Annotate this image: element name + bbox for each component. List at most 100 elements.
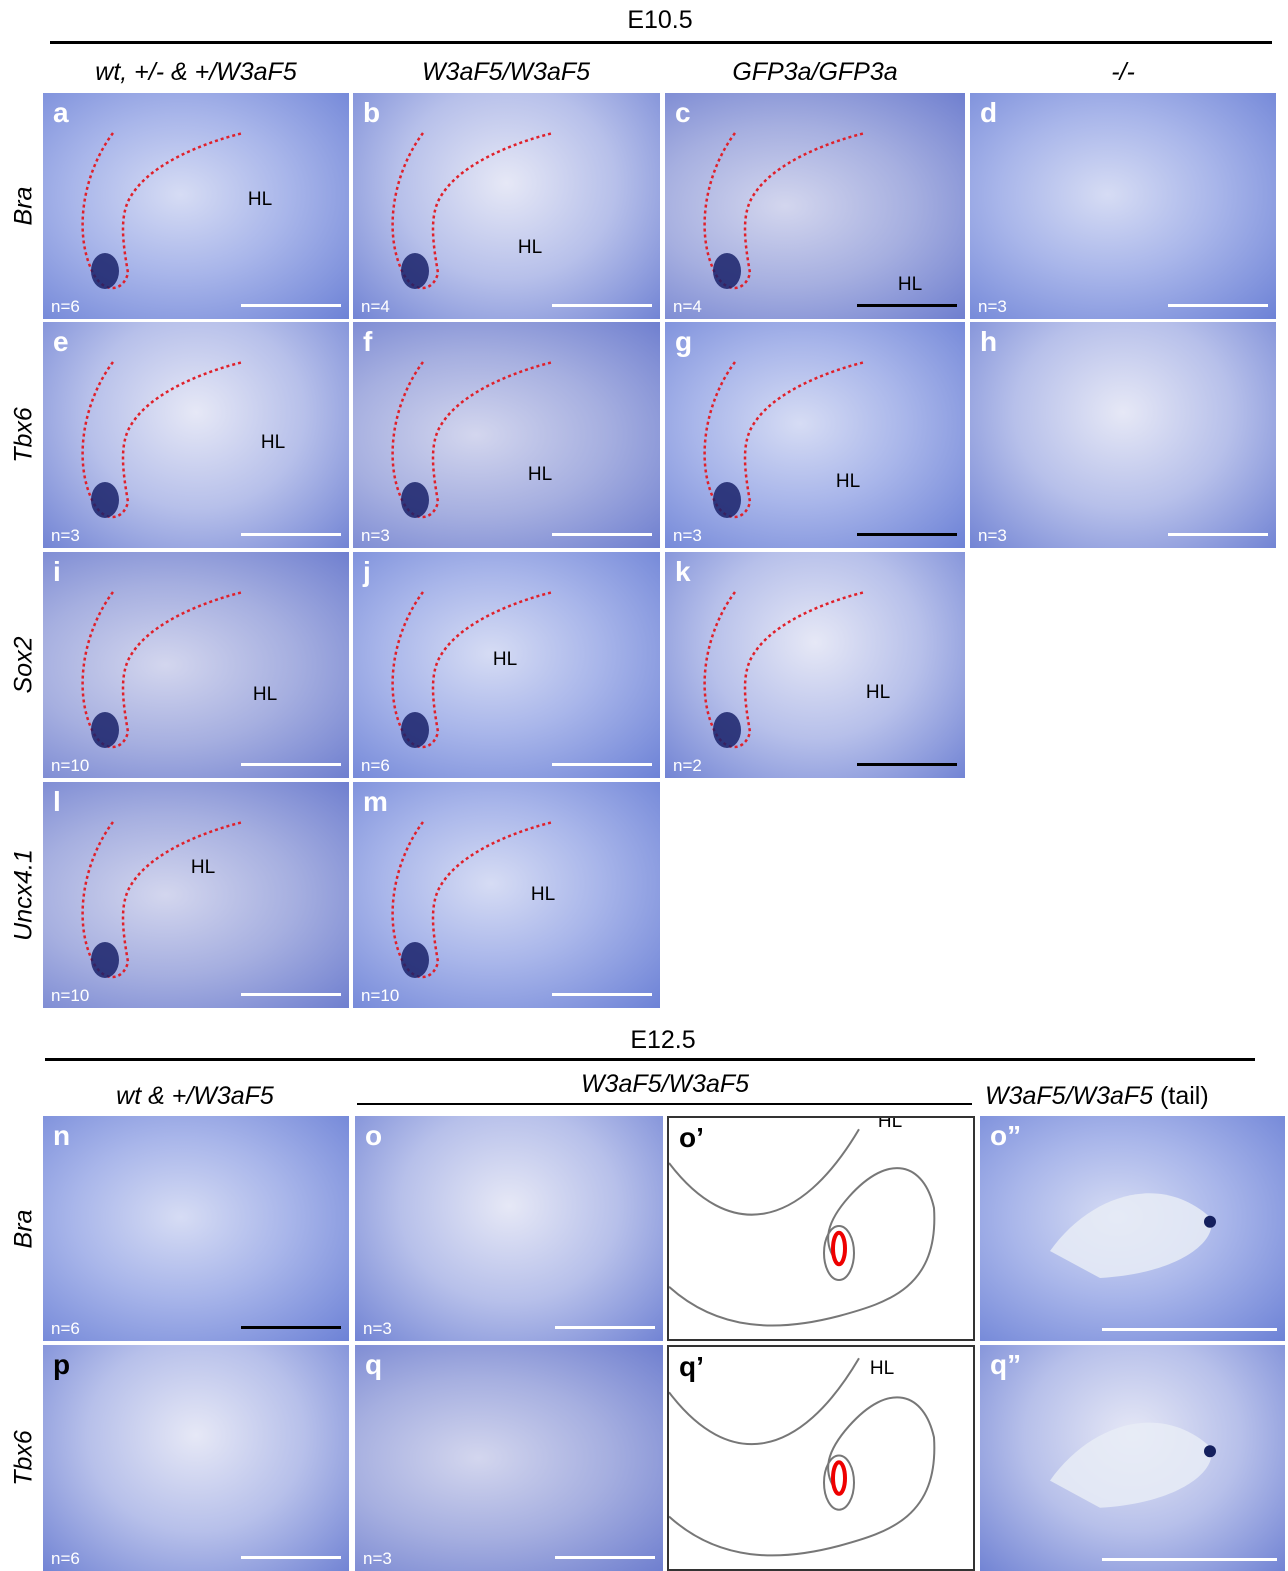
panel-letter: o [365,1120,382,1152]
outline [970,93,1276,319]
sample-count: n=4 [673,297,702,317]
row-label: Bra [10,187,39,226]
scale-bar [857,304,957,307]
stage-label: E10.5 [627,6,692,35]
hindlimb-label: HL [528,464,552,486]
panel-letter: o’ [679,1122,704,1154]
outline [353,322,660,548]
hindlimb-label: HL [836,471,860,493]
image-panel: in=10HL [43,552,349,778]
panel-letter: o” [990,1120,1021,1152]
outline [43,322,349,548]
outline [980,1345,1285,1571]
image-panel: g n=3 HL [665,322,965,548]
panel-letter: h [980,326,997,358]
hindlimb-label: HL [866,682,890,704]
image-panel: m n=10 HL [353,782,660,1008]
image-panel: o’ HL [667,1116,975,1341]
sample-count: n=3 [978,526,1007,546]
image-panel: k n=2 HL [665,552,965,778]
panel-letter: q’ [679,1351,704,1383]
outline [665,552,965,778]
sample-count: n=3 [363,1549,392,1569]
hindlimb-label: HL [253,684,277,706]
scale-bar [552,993,652,996]
sample-count: n=3 [51,526,80,546]
sample-count: n=10 [51,756,89,776]
column-header: -/- [1111,58,1135,87]
sample-count: n=3 [361,526,390,546]
hindlimb-label: HL [518,237,542,259]
row-label: Tbx6 [10,1430,39,1486]
panel-letter: q” [990,1349,1021,1381]
sample-count: n=6 [51,1549,80,1569]
image-panel: ln=10HL [43,782,349,1008]
scale-bar [241,993,341,996]
outline [355,1345,663,1571]
outline [353,93,660,319]
sample-count: n=2 [673,756,702,776]
outline [43,1116,349,1341]
scale-bar [1168,533,1268,536]
scale-bar [241,533,341,536]
sample-count: n=4 [361,297,390,317]
tail-note: (tail) [1153,1082,1209,1110]
sample-count: n=3 [363,1319,392,1339]
row-label: Bra [10,1210,39,1249]
panel-letter: j [363,556,371,588]
panel-letter: f [363,326,372,358]
panel-letter: c [675,97,691,129]
scale-bar [1102,1558,1277,1561]
hindlimb-label: HL [248,189,272,211]
hindlimb-label: HL [898,274,922,296]
scale-bar [555,1326,655,1329]
panel-letter: e [53,326,69,358]
panel-letter: p [53,1349,70,1381]
outline [669,1347,975,1571]
image-panel: q’ HL [667,1345,975,1571]
outline [970,322,1276,548]
column-header: W3aF5/W3aF5 (tail) [985,1082,1209,1111]
image-panel: q” [980,1345,1285,1571]
column-header: wt, +/- & +/W3aF5 [95,58,296,87]
scale-bar [241,763,341,766]
sample-count: n=6 [361,756,390,776]
sample-count: n=10 [51,986,89,1006]
hindlimb-label: HL [870,1358,894,1380]
image-panel: p n=6 [43,1345,349,1571]
image-panel: o” [980,1116,1285,1341]
genotype: W3aF5/W3aF5 [985,1082,1153,1110]
image-panel: f n=3 HL [353,322,660,548]
panel-letter: q [365,1349,382,1381]
outline [353,782,660,1008]
sample-count: n=10 [361,986,399,1006]
scale-bar [552,533,652,536]
figure: E10.5 E12.5 (() => { const data = JSON.p… [0,0,1288,1571]
hindlimb-label: HL [531,884,555,906]
panel-letter: m [363,786,388,818]
sample-count: n=3 [978,297,1007,317]
scale-bar [241,304,341,307]
panel-letter: a [53,97,69,129]
hindlimb-label: HL [878,1116,902,1133]
image-panel: o n=3 [355,1116,663,1341]
panel-letter: k [675,556,691,588]
image-panel: h n=3 [970,322,1276,548]
outline [665,322,965,548]
scale-bar [241,1326,341,1329]
outline [980,1116,1285,1341]
stage-rule [45,1058,1255,1061]
scale-bar [555,1556,655,1559]
panel-letter: g [675,326,692,358]
scale-bar [241,1556,341,1559]
stage-label: E12.5 [630,1026,695,1055]
scale-bar [857,763,957,766]
scale-bar [1102,1328,1277,1331]
panel-letter: n [53,1120,70,1152]
sample-count: n=3 [673,526,702,546]
